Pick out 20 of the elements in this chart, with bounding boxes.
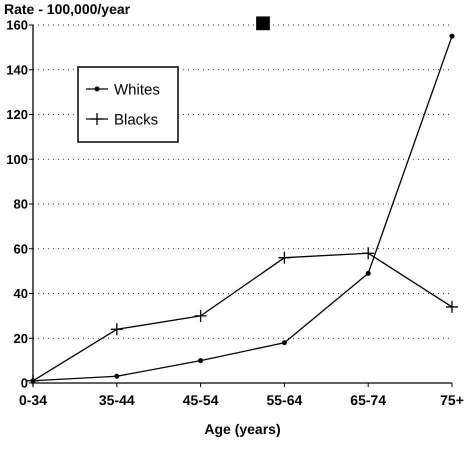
x-tick-label: 0-34 [18, 392, 48, 408]
chart-title: ■ [254, 12, 272, 33]
y-tick-label: 100 [6, 152, 28, 167]
y-tick-label: 140 [6, 62, 28, 78]
y-tick-label: 160 [6, 18, 28, 33]
x-tick-label: 65-74 [350, 392, 386, 408]
legend-label: Whites [114, 81, 160, 98]
x-tick-label: 55-64 [266, 392, 303, 408]
y-tick-label: 60 [14, 241, 28, 256]
x-axis-title: Age (years) [204, 421, 281, 437]
y-tick-label: 20 [14, 330, 28, 346]
y-tick-label: 80 [14, 196, 28, 212]
y-tick-label: 120 [6, 107, 28, 122]
y-tick-label: 0 [20, 376, 28, 391]
x-tick-label: 45-54 [182, 392, 219, 408]
legend-label: Blacks [114, 111, 158, 128]
y-tick-label: 40 [14, 286, 28, 302]
x-tick-label: 35-44 [98, 392, 135, 408]
x-tick-label: 75+ [440, 392, 464, 408]
y-axis-title: Rate - 100,000/year [4, 1, 131, 17]
